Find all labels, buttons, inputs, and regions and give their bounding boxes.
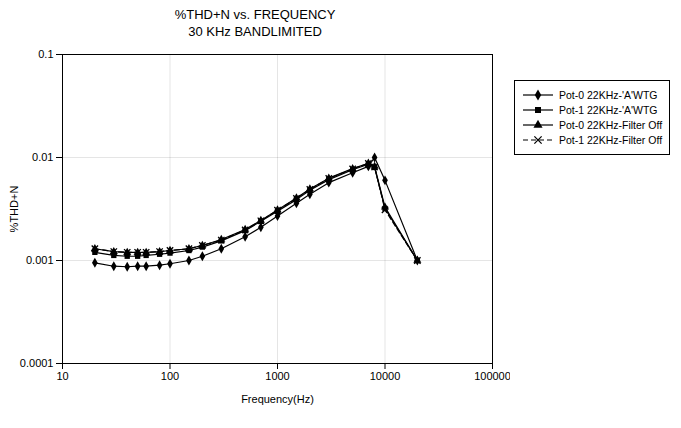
svg-text:0.01: 0.01 <box>32 151 53 163</box>
svg-text:1000: 1000 <box>265 370 289 382</box>
svg-text:0.001: 0.001 <box>26 254 54 266</box>
svg-text:Frequency(Hz): Frequency(Hz) <box>241 393 314 405</box>
html-text:Pot-1 22KHz-Filter Off: Pot-1 22KHz-Filter Off <box>559 134 663 146</box>
html-text:30 KHz BANDLIMITED: 30 KHz BANDLIMITED <box>188 24 322 39</box>
svg-text:10: 10 <box>56 370 68 382</box>
html-text:%THD+N vs. FREQUENCY: %THD+N vs. FREQUENCY <box>174 7 336 22</box>
html-text:Pot-0 22KHz-Filter Off: Pot-0 22KHz-Filter Off <box>559 119 663 131</box>
html-text:Pot-1 22KHz-'A'WTG: Pot-1 22KHz-'A'WTG <box>559 104 658 116</box>
svg-text:0.1: 0.1 <box>38 48 53 60</box>
svg-text:100000: 100000 <box>474 370 510 382</box>
svg-text:10000: 10000 <box>370 370 401 382</box>
svg-text:100: 100 <box>161 370 179 382</box>
svg-text:%THD+N: %THD+N <box>8 186 20 233</box>
svg-text:0.0001: 0.0001 <box>20 357 54 369</box>
html-text:Pot-0 22KHz-'A'WTG: Pot-0 22KHz-'A'WTG <box>559 89 658 101</box>
